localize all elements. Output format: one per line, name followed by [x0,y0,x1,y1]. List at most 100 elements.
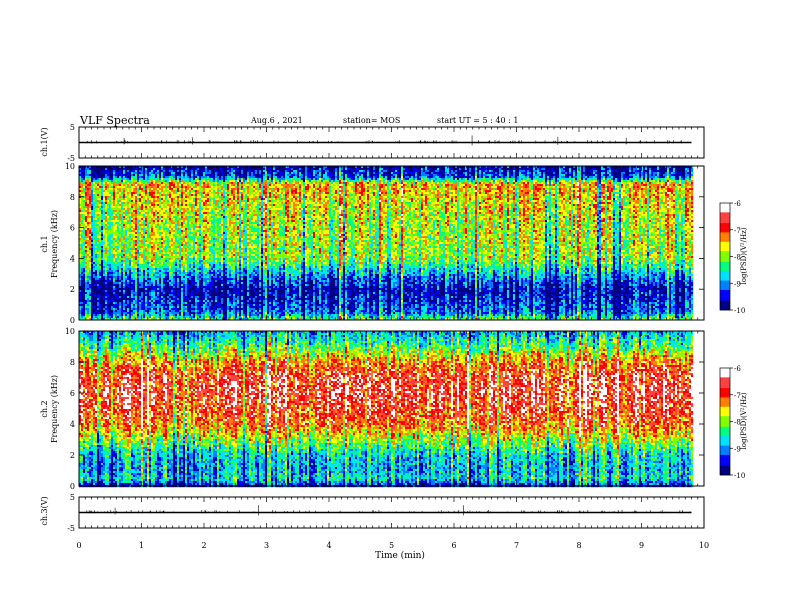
ch1spec-cell [103,170,105,172]
ch1spec-cell [87,302,89,304]
ch1spec-cell [101,242,103,244]
ch1spec-cell [99,210,101,212]
ch1spec-cell [95,208,97,210]
ch1spec-cell [91,200,93,202]
ch1spec-cell [99,170,101,172]
ch1spec-cell [89,188,91,190]
ch1spec-cell [95,284,97,286]
ch1spec-cell [93,312,95,314]
ch1spec-cell [99,228,101,230]
ch1spec-cell [89,312,91,314]
ch1spec-cell [89,254,91,256]
ch1spec-cell [85,208,87,210]
ch1spec-cell [97,192,99,194]
ch1spec-cell [87,274,89,276]
ch1spec-cell [83,186,85,188]
ch1spec-cell [91,254,93,256]
ch1spec-cell [87,172,89,174]
ch1spec-cell [89,262,91,264]
ch1spec-cell [89,210,91,212]
ch1spec-cell [97,310,99,312]
ch1spec-cell [95,246,97,248]
ch1spec-cell [83,210,85,212]
ch1spec-cell [87,210,89,212]
ch1spec-cell [85,220,87,222]
ch1spec-cell [83,246,85,248]
ch1spec-cell [99,256,101,258]
ch1spec-cell [99,196,101,198]
ch1spec-cell [89,238,91,240]
ch1spec-cell [87,300,89,302]
ch1spec-cell [101,240,103,242]
ch1spec-cell [93,184,95,186]
ch1spec-cell [99,168,101,170]
ch1spec-cell [91,314,93,316]
ch1spec-cell [85,280,87,282]
ch1spec-cell [101,188,103,190]
ch1spec-cell [89,264,91,266]
ch1spec-cell [99,202,101,204]
ch1spec-cell [91,272,93,274]
ch1spec-cell [87,184,89,186]
ch1spec-cell [97,170,99,172]
ch1spec-cell [91,264,93,266]
ch1spec-cell [103,226,105,228]
ch1spec-cell [97,174,99,176]
ch1spec-cell [89,286,91,288]
ch1spec-cell [97,216,99,218]
ch1spec-cell [91,208,93,210]
ch1spec-cell [93,230,95,232]
ch1spec-cell [97,276,99,278]
ch1spec-cell [89,290,91,292]
ch1spec-cell [83,180,85,182]
ch1spec-cell [85,260,87,262]
ch1spec-cell [89,228,91,230]
ch1spec-cell [89,214,91,216]
ch1spec-cell [93,168,95,170]
ch1spec-cell [89,282,91,284]
ch1spec-cell [85,190,87,192]
ch1spec-cell [87,314,89,316]
ch1spec-cell [81,176,83,178]
ch1spec-cell [91,190,93,192]
ch1spec-cell [81,194,83,196]
ch1spec-cell [95,232,97,234]
ch1spec-cell [91,304,93,306]
ch1spec-cell [91,216,93,218]
ch1spec-cell [99,270,101,272]
ch1spec-cell [101,260,103,262]
ch1spec-cell [85,244,87,246]
ch1spec-cell [87,312,89,314]
ch1spec-cell [87,282,89,284]
ch1spec-cell [89,194,91,196]
ch1spec-cell [101,308,103,310]
ch1spec-cell [85,308,87,310]
ch1spec-cell [97,240,99,242]
ch1spec-cell [85,242,87,244]
ch1spec-cell [89,250,91,252]
ch1spec-cell [87,288,89,290]
ch1spec-cell [95,200,97,202]
ch1spec-cell [99,262,101,264]
ch1spec-cell [101,180,103,182]
ch1spec-cell [93,278,95,280]
ch1spec-cell [91,232,93,234]
ch1spec-cell [87,308,89,310]
ch1spec-cell [101,226,103,228]
ch1spec-cell [101,296,103,298]
ch1spec-cell [93,282,95,284]
ch1spec-cell [97,314,99,316]
ch1spec-cell [103,198,105,200]
ch1spec-cell [87,316,89,318]
ch1spec-cell [99,230,101,232]
ch1spec-cell [87,194,89,196]
ch1spec-cell [89,268,91,270]
ch1spec-cell [97,200,99,202]
ch1spec-cell [85,218,87,220]
ch1spec-cell [97,250,99,252]
ch1spec-cell [97,270,99,272]
ch1spec-cell [99,308,101,310]
ch1spec-cell [81,268,83,270]
ch1spec-cell [83,228,85,230]
ch1spec-cell [93,298,95,300]
